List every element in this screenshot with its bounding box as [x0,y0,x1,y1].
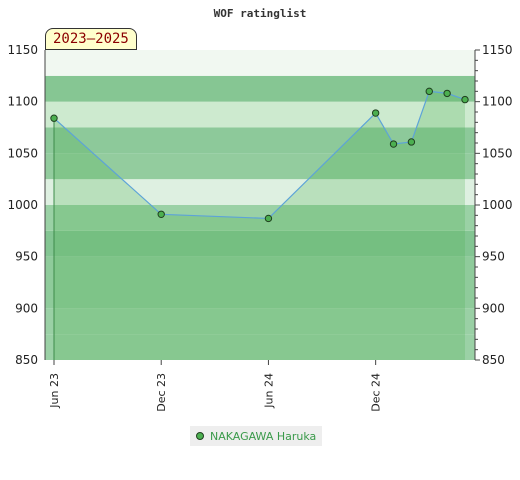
band [45,101,475,128]
series-points [50,87,469,223]
y-tick-label-right: 1000 [482,198,513,212]
y-tick-label-right: 850 [482,353,505,367]
legend[interactable]: NAKAGAWA Haruka [190,426,323,446]
y-tick-label-left: 850 [15,353,38,367]
y-tick-label-right: 950 [482,250,505,264]
x-tick-label: Jun 23 [48,373,61,409]
chart-title: WOF ratinglist [214,7,307,20]
data-point [443,89,451,98]
band [45,230,475,257]
y-tick-label-right: 1100 [482,95,513,109]
y-tick-label-left: 1050 [7,146,38,160]
x-tick-label: Dec 24 [370,373,383,412]
y-tick-label-left: 950 [15,250,38,264]
x-tick-label: Dec 23 [155,373,168,412]
y-tick-label-right: 900 [482,301,505,315]
series-area-fill [54,91,465,360]
legend-marker-icon [196,432,204,440]
y-tick-label-left: 1100 [7,95,38,109]
band [45,256,475,283]
data-point [407,138,416,146]
y-tick-label-right: 1150 [482,43,513,57]
series-area [54,91,465,360]
data-point [371,109,380,117]
axes: 850 850 900 900 950 950 1000 1000 1050 1050 1100 11… [7,43,512,412]
y-tick-label-left: 1150 [7,43,38,57]
band [45,127,475,154]
data-point [264,214,273,223]
background-bands [45,50,475,360]
data-point [50,114,58,122]
data-point [389,140,398,148]
y-tick-label-left: 900 [15,301,38,315]
band [45,75,475,102]
band [45,308,475,335]
y-tick-label-right: 1050 [482,146,513,160]
data-point [425,87,433,96]
legend-series-label: NAKAGAWA Haruka [210,429,317,443]
y-tick-label-left: 1000 [7,198,38,212]
band [45,334,475,360]
period-badge: 2023–2025 [45,28,137,50]
band [45,282,475,309]
data-point [461,95,469,104]
band [45,179,475,205]
x-tick-label: Jun 24 [262,373,275,409]
band [45,50,475,76]
data-point [157,210,165,219]
